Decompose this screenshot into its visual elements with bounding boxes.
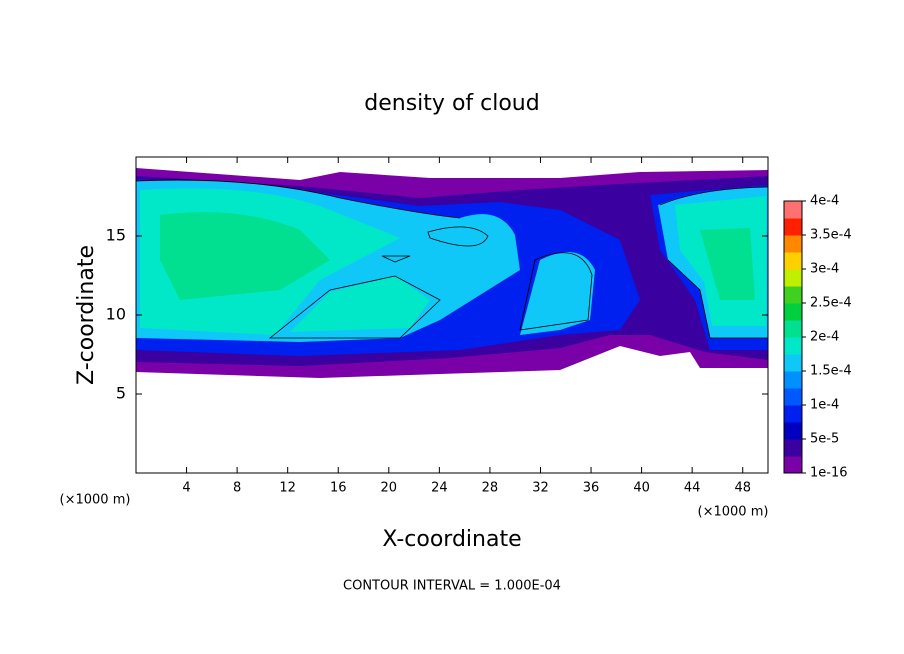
colorbar-swatch xyxy=(784,252,802,270)
colorbar-swatch xyxy=(784,320,802,338)
x-tick-label: 8 xyxy=(233,481,241,496)
colorbar-tick-label: 1e-16 xyxy=(810,466,848,481)
contour-field xyxy=(135,168,769,378)
colorbar-swatch xyxy=(784,235,802,253)
note: CONTOUR INTERVAL = 1.000E-04 xyxy=(343,579,561,594)
colorbar-tick-label: 3.5e-4 xyxy=(810,228,852,243)
x-tick-label: 32 xyxy=(532,481,549,496)
colorbar-tick-label: 4e-4 xyxy=(810,194,839,209)
chart-title: density of cloud xyxy=(364,91,539,116)
colorbar-swatch xyxy=(784,201,802,219)
colorbar-swatch xyxy=(784,303,802,321)
x-tick-label: 40 xyxy=(633,481,650,496)
y-unit: (×1000 m) xyxy=(698,505,769,520)
x-tick-label: 20 xyxy=(381,481,398,496)
colorbar-swatch xyxy=(784,388,802,406)
x-tick-label: 36 xyxy=(583,481,600,496)
y-tick-label: 5 xyxy=(116,384,126,403)
colorbar-tick-label: 5e-5 xyxy=(810,432,839,447)
x-tick-label: 28 xyxy=(482,481,499,496)
y-tick-label: 10 xyxy=(106,305,126,324)
colorbar-tick-label: 2e-4 xyxy=(810,330,839,345)
colorbar-tick-label: 2.5e-4 xyxy=(810,296,852,311)
contour-region xyxy=(140,188,766,335)
colorbar-tick-label: 1e-4 xyxy=(810,398,839,413)
colorbar-swatch xyxy=(784,354,802,372)
x-tick-label: 16 xyxy=(330,481,347,496)
x-tick-label: 24 xyxy=(431,481,448,496)
colorbar-swatch xyxy=(784,286,802,304)
colorbar-swatch xyxy=(784,439,802,457)
x-tick-label: 44 xyxy=(684,481,701,496)
colorbar-swatch xyxy=(784,371,802,389)
colorbar-swatch xyxy=(784,337,802,355)
colorbar-swatch xyxy=(784,422,802,440)
x-tick-label: 48 xyxy=(734,481,751,496)
colorbar-swatch xyxy=(784,269,802,287)
x-tick-label: 12 xyxy=(279,481,296,496)
colorbar-tick-label: 3e-4 xyxy=(810,262,839,277)
colorbar-swatch xyxy=(784,456,802,474)
colorbar-swatch xyxy=(784,405,802,423)
contour-lines xyxy=(135,179,769,339)
colorbar-swatch xyxy=(784,218,802,236)
contour-region xyxy=(160,212,755,300)
y-axis-label: Z-coordinate xyxy=(74,245,99,385)
x-unit: (×1000 m) xyxy=(60,493,131,508)
x-tick-label: 4 xyxy=(182,481,190,496)
y-tick-label: 15 xyxy=(106,226,126,245)
x-axis-label: X-coordinate xyxy=(382,527,521,552)
colorbar-tick-label: 1.5e-4 xyxy=(810,364,852,379)
